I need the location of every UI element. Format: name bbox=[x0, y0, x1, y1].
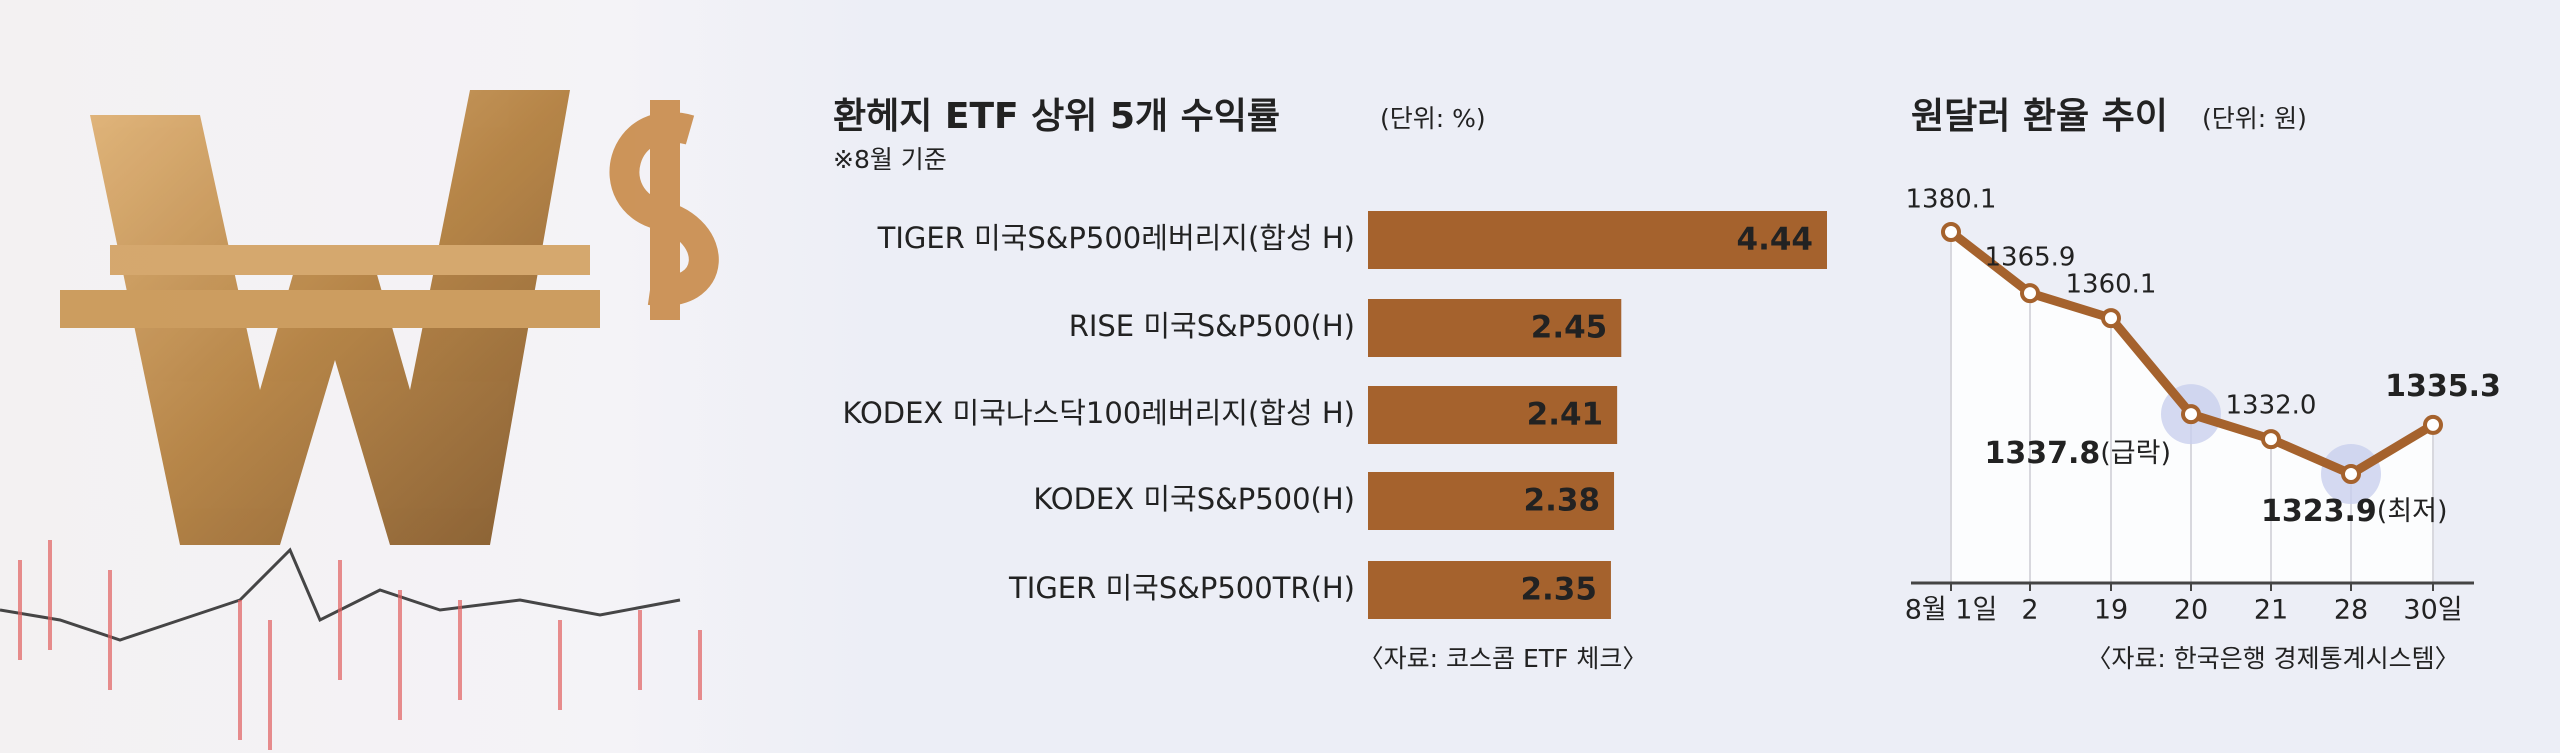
point bbox=[2423, 414, 2443, 435]
bar bbox=[1368, 211, 1827, 269]
photo-decoration bbox=[0, 90, 719, 750]
category-label: TIGER 미국S&P500레버리지(합성 H) bbox=[877, 221, 1355, 255]
x-tick-label: 8월 1일 bbox=[1905, 595, 1998, 626]
source: 〈자료: 코스콤 ETF 체크〉 bbox=[1359, 644, 1648, 673]
value-label: 1365.9 bbox=[1985, 243, 2076, 273]
x-tick-label: 28 bbox=[2334, 595, 2368, 626]
note: ※8월 기준 bbox=[833, 145, 947, 174]
point bbox=[2020, 283, 2040, 304]
value-label: 2.38 bbox=[1524, 483, 1601, 519]
x-tick-label: 21 bbox=[2254, 595, 2288, 626]
x-tick-label: 30일 bbox=[2403, 595, 2462, 626]
category-label: KODEX 미국S&P500(H) bbox=[1033, 482, 1355, 516]
value-label: 1337.8(급락) bbox=[1984, 436, 2171, 471]
bar bbox=[1368, 299, 1622, 357]
value-label: 1360.1 bbox=[2066, 270, 2157, 300]
value-label: 2.45 bbox=[1531, 310, 1608, 346]
chart-title: 원달러 환율 추이 bbox=[1911, 96, 2168, 137]
x-tick-label: 2 bbox=[2021, 595, 2038, 626]
bar bbox=[1368, 386, 1618, 444]
bar bbox=[1368, 472, 1615, 530]
unit-label: (단위: %) bbox=[1380, 104, 1486, 133]
value-label: 2.35 bbox=[1520, 572, 1597, 608]
value-label: 2.41 bbox=[1527, 397, 1604, 433]
value-label: 1335.3 bbox=[2385, 368, 2501, 403]
x-tick-label: 19 bbox=[2094, 595, 2128, 626]
x-tick-label: 20 bbox=[2174, 595, 2208, 626]
point bbox=[2261, 429, 2281, 450]
value-label: 4.44 bbox=[1737, 222, 1814, 258]
unit-label: (단위: 원) bbox=[2202, 104, 2307, 133]
point bbox=[2101, 308, 2121, 329]
category-label: KODEX 미국나스닥100레버리지(합성 H) bbox=[843, 396, 1355, 430]
bar bbox=[1368, 561, 1611, 619]
area bbox=[1951, 232, 2433, 583]
category-label: TIGER 미국S&P500TR(H) bbox=[1008, 571, 1355, 605]
value-label: 1323.9(최저) bbox=[2261, 494, 2448, 529]
point bbox=[2341, 464, 2361, 484]
value-label: 1380.1 bbox=[1906, 185, 1997, 215]
point bbox=[1941, 222, 1961, 242]
point bbox=[2181, 404, 2201, 425]
chart-title: 환헤지 ETF 상위 5개 수익률 bbox=[833, 96, 1280, 137]
value-label: 1332.0 bbox=[2226, 391, 2317, 421]
source: 〈자료: 한국은행 경제통계시스템〉 bbox=[2086, 644, 2459, 673]
category-label: RISE 미국S&P500(H) bbox=[1069, 309, 1355, 343]
